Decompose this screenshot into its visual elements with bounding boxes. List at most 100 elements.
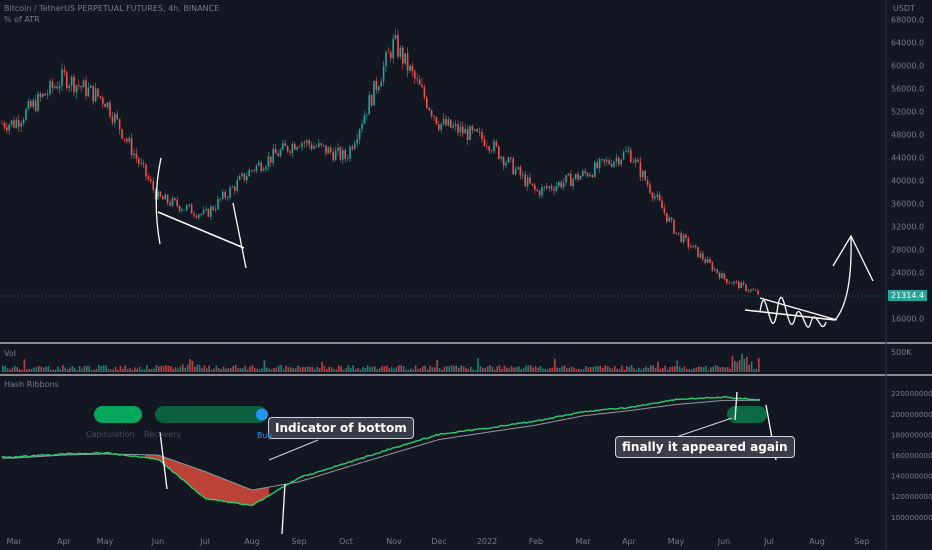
volume-bar — [294, 368, 297, 372]
volume-bar — [57, 366, 59, 372]
volume-bar — [693, 367, 695, 372]
candle-body — [142, 162, 145, 165]
candle-body — [495, 141, 498, 147]
volume-bar — [232, 365, 234, 372]
candle-body — [320, 143, 322, 145]
candle-body — [248, 170, 250, 177]
candle-body — [656, 194, 658, 197]
volume-bar — [414, 365, 417, 372]
candle-body — [392, 38, 394, 59]
candle-body — [222, 191, 224, 199]
candle-body — [414, 71, 416, 79]
candle-body — [195, 215, 198, 218]
volume-bar — [93, 369, 95, 372]
candle-body — [464, 129, 466, 134]
volume-bar — [669, 366, 671, 372]
volume-bar — [21, 369, 23, 372]
candle-body — [668, 217, 670, 222]
volume-bar — [448, 366, 450, 372]
candle-body — [190, 204, 193, 214]
candle-body — [584, 171, 586, 174]
candle-body — [308, 140, 310, 145]
volume-bar — [438, 367, 441, 372]
volume-bar — [534, 365, 537, 372]
candle-body — [387, 52, 390, 53]
volume-bar — [76, 369, 78, 372]
volume-bar — [491, 366, 494, 372]
candle-body — [666, 213, 668, 222]
candle-body — [673, 219, 675, 234]
volume-bar — [453, 365, 455, 372]
volume-bar — [210, 369, 213, 372]
volume-bars — [2, 354, 760, 372]
volume-bar — [66, 369, 69, 372]
x-tick-label: Jun — [717, 537, 731, 546]
volume-bar — [134, 367, 136, 372]
candle-body — [519, 167, 522, 176]
volume-bar — [594, 365, 597, 372]
volume-bar — [167, 365, 170, 372]
volume-bar — [412, 369, 414, 372]
volume-bar — [333, 368, 335, 372]
volume-bar — [174, 367, 177, 372]
volume-bar — [462, 366, 465, 372]
candle-body — [409, 65, 411, 71]
volume-bar — [9, 369, 11, 372]
volume-bar — [441, 369, 443, 372]
candle-body — [682, 234, 685, 243]
volume-bar — [748, 364, 750, 372]
volume-bar — [177, 368, 179, 372]
candle-body — [697, 247, 699, 258]
candle-body — [358, 129, 361, 140]
volume-bar — [640, 369, 642, 372]
bottom-callout[interactable]: Indicator of bottom — [268, 417, 414, 439]
candle-body — [517, 167, 519, 170]
indicator-title[interactable]: Hash Ribbons — [4, 380, 59, 389]
symbol-title: Bitcoin / TetherUS PERPETUAL FUTURES, 4h… — [4, 4, 220, 13]
volume-bar — [537, 367, 539, 372]
candle-body — [366, 114, 368, 116]
candle-body — [378, 86, 380, 91]
candle-body — [111, 116, 114, 123]
candle-body — [250, 170, 253, 171]
candle-body — [330, 147, 332, 153]
volume-bar — [419, 368, 422, 372]
candle-body — [426, 97, 428, 108]
candle-body — [164, 194, 166, 200]
candle-body — [454, 124, 457, 126]
drawn-up-arrow — [834, 235, 852, 321]
volume-bar — [278, 365, 280, 372]
volume-bar — [714, 365, 717, 372]
volume-bar — [230, 368, 232, 372]
price-tick-label: 40000.0 — [891, 177, 924, 186]
volume-bar — [695, 367, 698, 372]
candle-body — [639, 161, 642, 178]
volume-bar — [575, 369, 578, 372]
candle-body — [58, 85, 61, 89]
candle-body — [80, 86, 82, 88]
candle-body — [507, 157, 510, 163]
candle-body — [589, 174, 591, 177]
candle-body — [70, 76, 73, 86]
volume-bar — [647, 368, 650, 372]
again-callout[interactable]: finally it appeared again — [615, 436, 795, 458]
candle-body — [202, 210, 205, 214]
candle-body — [44, 93, 46, 96]
x-tick-label: Jun — [151, 537, 165, 546]
volume-bar — [542, 368, 544, 372]
candle-body — [620, 159, 622, 165]
volume-bar — [222, 366, 225, 372]
candle-body — [385, 52, 387, 67]
candle-body — [404, 53, 406, 64]
volume-bar — [33, 367, 35, 372]
volume-bar — [138, 366, 141, 372]
volume-bar — [486, 366, 489, 372]
volume-bar — [566, 368, 568, 372]
volume-bar — [712, 366, 714, 372]
volume-bar — [618, 369, 621, 372]
candle-body — [188, 204, 190, 206]
candle-body — [565, 175, 567, 183]
candle-body — [54, 86, 56, 88]
candle-body — [363, 115, 366, 124]
